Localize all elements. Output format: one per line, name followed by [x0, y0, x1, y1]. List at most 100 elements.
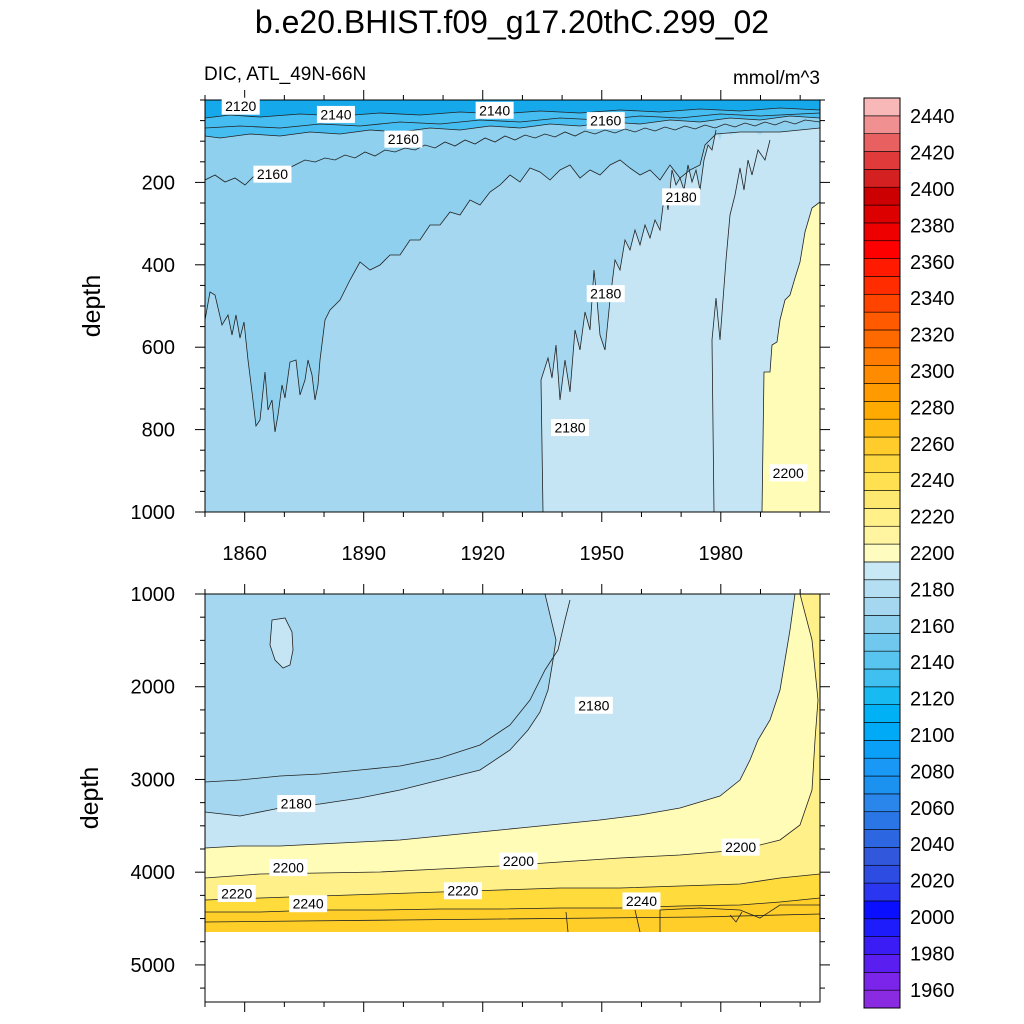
colorbar-tick-label: 2280	[910, 397, 955, 419]
contour-label-text: 2240	[293, 896, 324, 912]
contour-label-box	[662, 188, 701, 206]
colorbar-tick-label: 1960	[910, 980, 955, 1002]
colorbar-swatch	[863, 650, 901, 670]
contour-label-text: 2140	[320, 106, 351, 122]
upper-x-tick-label: 1890	[341, 543, 386, 565]
contour-label-box	[586, 285, 625, 303]
contour-label-text: 2200	[725, 839, 756, 855]
contour-label-text: 2200	[773, 465, 804, 481]
lower-y-tick-label: 1000	[131, 584, 176, 606]
colorbar-swatch	[863, 97, 901, 117]
colorbar-swatch	[863, 525, 901, 545]
colorbar-tick-label: 2140	[910, 652, 955, 674]
colorbar-swatch	[863, 222, 901, 242]
colorbar-tick-label: 2440	[910, 106, 955, 128]
contour-label-text: 2160	[388, 131, 419, 147]
lower-contour-label: 2220	[217, 885, 256, 903]
colorbar-tick-label: 2200	[910, 543, 955, 565]
contour-label-text: 2220	[447, 883, 478, 899]
upper-y-tick-label: 1000	[131, 502, 176, 524]
upper-contour-2150-line	[205, 119, 820, 186]
lower-y-tick-label: 3000	[131, 769, 176, 791]
colorbar-tick-label: 2240	[910, 470, 955, 492]
colorbar-swatch	[863, 882, 901, 902]
contour-label-box	[269, 859, 308, 877]
contour-label-box	[221, 97, 260, 115]
colorbar-swatch	[863, 686, 901, 705]
contour-label-box	[277, 795, 316, 813]
contour-label-box	[253, 165, 292, 183]
colorbar-swatch	[863, 293, 901, 313]
lower-contour-label: 2200	[721, 838, 760, 856]
colorbar-swatch	[863, 151, 901, 170]
colorbar: 1960 1980 2000 2020 2040 2060 2080 2100 2120 2140…	[863, 97, 955, 1009]
colorbar-swatch	[863, 329, 901, 349]
upper-contour-2130-line	[205, 112, 820, 129]
contour-label-text: 2160	[257, 166, 288, 182]
colorbar-swatch	[863, 722, 901, 741]
colorbar-swatch	[863, 401, 901, 420]
colorbar-swatch	[863, 740, 901, 759]
colorbar-swatch	[863, 276, 901, 295]
contour-label-box	[721, 838, 760, 856]
upper-contour-label: 2200	[769, 464, 808, 482]
colorbar-swatch	[863, 775, 901, 795]
upper-contour-label: 2120	[221, 97, 260, 115]
lower-contour-label: 2240	[289, 895, 328, 913]
units-label: mmol/m^3	[732, 68, 820, 89]
lower-panel-frame	[204, 593, 821, 1003]
colorbar-tick-label: 2220	[910, 507, 955, 529]
contour-label-text: 2200	[273, 860, 304, 876]
colorbar-tick-label: 2000	[910, 907, 955, 929]
axes-layer: 1860 1890 1920 1950 1980 200 400 600 800 1000 1000…	[131, 90, 830, 1012]
colorbar-swatch	[863, 668, 901, 688]
upper-x-tick-label: 1950	[580, 543, 625, 565]
colorbar-swatch	[863, 561, 901, 581]
colorbar-tick-label: 2020	[910, 871, 955, 893]
contour-label-box	[622, 892, 661, 910]
colorbar-tick-label: 2420	[910, 143, 955, 165]
upper-contour-2200-line	[761, 201, 820, 512]
colorbar-swatch	[863, 133, 901, 152]
colorbar-swatch	[863, 418, 901, 438]
colorbar-swatch	[863, 169, 901, 188]
upper-y-tick-label: 200	[142, 172, 175, 194]
contour-label-box	[574, 696, 613, 714]
contour-label-box	[551, 419, 590, 437]
upper-contour-2160-line	[205, 127, 820, 433]
colorbar-swatch	[863, 436, 901, 456]
colorbar-swatch	[863, 311, 901, 331]
upper-y-tick-label: 400	[142, 255, 175, 277]
contour-label-box	[217, 885, 256, 903]
lower-depth-panel	[205, 594, 820, 1002]
upper-y-axis-label: depth	[78, 275, 106, 338]
lower-inner-blob	[269, 617, 294, 669]
contour-label-text: 2180	[666, 189, 697, 205]
colorbar-swatch	[863, 365, 901, 384]
contour-label-text: 2180	[554, 420, 585, 436]
lower-contour-label: 2200	[499, 852, 538, 870]
colorbar-swatch	[863, 490, 901, 509]
colorbar-swatch	[863, 954, 901, 973]
contour-label-text: 2180	[578, 697, 609, 713]
colorbar-tick-label: 2080	[910, 761, 955, 783]
colorbar-swatch	[863, 632, 901, 652]
upper-y-tick-label: 600	[142, 337, 175, 359]
colorbar-tick-label: 1980	[910, 943, 955, 965]
colorbar-swatch	[863, 472, 901, 491]
colorbar-swatch	[863, 704, 901, 723]
variable-region-label: DIC, ATL_49N-66N	[204, 64, 367, 85]
colorbar-swatch	[863, 186, 901, 206]
lower-contour-minor2-line	[565, 909, 743, 933]
colorbar-swatch	[863, 204, 901, 224]
lower-contour-2200-line	[205, 594, 819, 879]
contour-label-box	[499, 852, 538, 870]
lower-y-tick-label: 4000	[131, 862, 176, 884]
seafloor-mask	[205, 932, 820, 1002]
colorbar-tick-label: 2380	[910, 215, 955, 237]
colorbar-swatch	[863, 258, 901, 277]
colorbar-tick-label: 2180	[910, 579, 955, 601]
colorbar-tick-label: 2320	[910, 325, 955, 347]
upper-contour-label: 2180	[586, 285, 625, 303]
